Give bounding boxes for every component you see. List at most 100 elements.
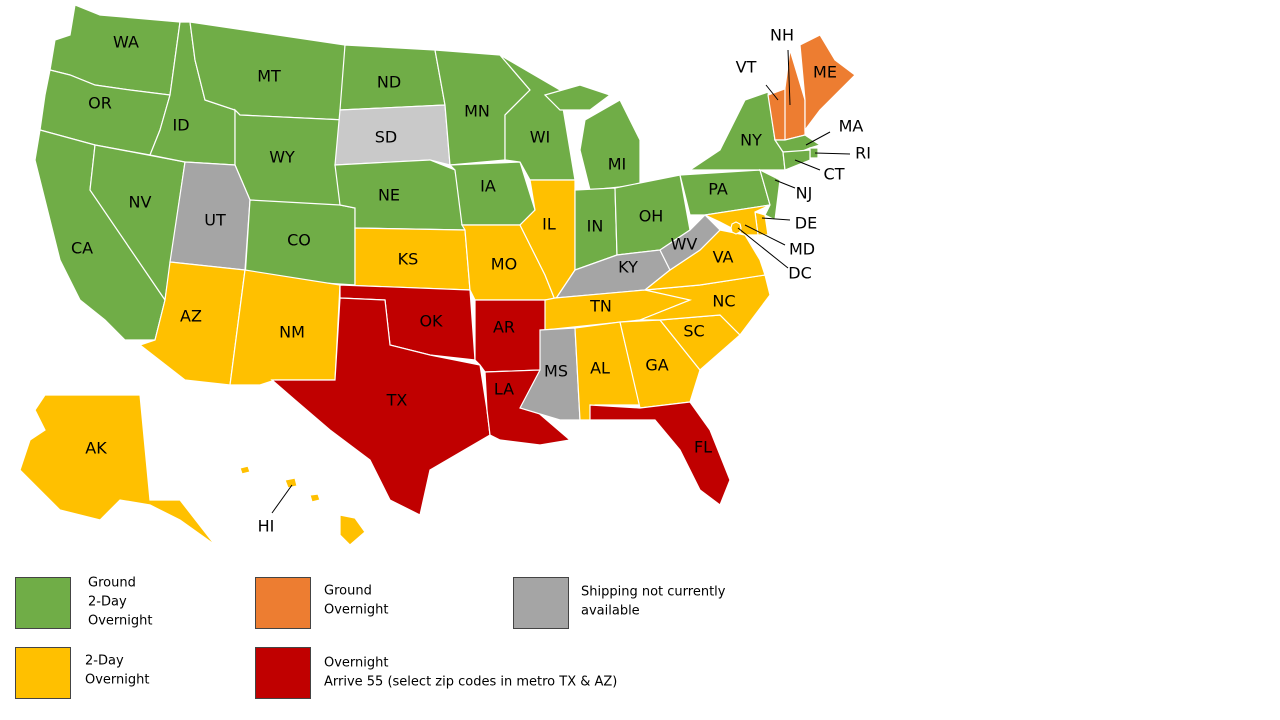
state: RI	[809, 144, 871, 163]
state-shape	[334, 104, 451, 166]
state-shape	[799, 34, 856, 132]
state-label: MS	[544, 362, 568, 381]
state-shape	[543, 84, 612, 111]
legend-text: Overnight	[324, 656, 388, 671]
leader-line	[765, 84, 779, 101]
leader-line	[761, 217, 791, 221]
state: PA	[679, 169, 771, 216]
state: HI	[239, 465, 366, 546]
state-label: AL	[590, 359, 610, 378]
state: WI	[499, 54, 576, 181]
state-label: WA	[113, 33, 139, 52]
leader-line	[774, 179, 796, 189]
state: DE	[754, 211, 817, 236]
state-label: NM	[279, 323, 305, 342]
leader-line	[787, 49, 791, 106]
state-label: CT	[824, 165, 845, 184]
state-label: CA	[71, 239, 93, 258]
state-shape	[579, 99, 641, 191]
legend-text: Overnight	[85, 673, 149, 688]
state-label: NH	[770, 26, 794, 45]
state-shape	[499, 54, 576, 181]
state-shape	[589, 401, 731, 506]
state-label: FL	[694, 438, 712, 457]
leader-line	[814, 152, 851, 155]
state: OH	[614, 174, 691, 256]
state-shape	[19, 394, 216, 546]
state-label: NY	[740, 131, 762, 150]
state: FL	[589, 401, 731, 506]
state-shape	[659, 214, 721, 271]
state-shape	[730, 221, 742, 235]
state: NJ	[759, 168, 813, 221]
state: UT	[169, 161, 251, 271]
state: MS	[519, 327, 581, 421]
state: NM	[229, 269, 341, 386]
state: MD	[702, 204, 815, 259]
state-label: WY	[269, 148, 295, 167]
state: IN	[574, 187, 618, 271]
state-shape	[270, 297, 491, 516]
state-label: NC	[712, 292, 735, 311]
state-label: UT	[204, 211, 226, 230]
leader-line	[744, 224, 786, 246]
state: AK	[19, 394, 216, 546]
state: NC	[639, 274, 771, 336]
state: CT	[782, 149, 845, 184]
legend-text: Overnight	[324, 603, 388, 618]
state: MI	[543, 84, 641, 191]
legend-text: 2-Day	[85, 654, 124, 669]
state-label: RI	[855, 144, 871, 163]
state: MA	[773, 117, 863, 153]
state: NE	[334, 159, 466, 231]
legend-text: Ground	[324, 584, 372, 599]
leader-line	[805, 131, 831, 146]
state-shape	[782, 149, 811, 171]
state-label: KS	[398, 250, 419, 269]
legend-swatch	[255, 647, 311, 699]
state-label: NV	[129, 193, 152, 212]
state-label: WI	[530, 128, 551, 147]
legend-swatch	[255, 577, 311, 629]
state-label: AZ	[180, 307, 202, 326]
state-label: ME	[813, 63, 837, 82]
legend-text: Overnight	[88, 614, 152, 629]
state: DC	[730, 221, 812, 283]
state-label: SC	[683, 322, 704, 341]
state-shape	[309, 493, 321, 503]
state-label: NJ	[796, 184, 813, 203]
legend-text: 2-Day	[88, 595, 127, 610]
state-label: IA	[480, 177, 496, 196]
legend-text: Ground	[88, 576, 136, 591]
state-label: VA	[713, 248, 734, 267]
state: IA	[448, 161, 536, 226]
state-label: KY	[618, 258, 638, 277]
state-label: TX	[386, 391, 408, 410]
state: WY	[234, 108, 346, 211]
leader-line	[737, 227, 789, 269]
legend-swatch	[15, 577, 71, 629]
state: ME	[799, 34, 856, 132]
state: WV	[659, 214, 721, 271]
state-label: HI	[258, 517, 275, 536]
legend-swatch	[513, 577, 569, 629]
state-label: SD	[375, 128, 397, 147]
state-label: PA	[708, 180, 728, 199]
state-label: CO	[287, 231, 311, 250]
state-label: GA	[645, 356, 668, 375]
state-label: IN	[587, 217, 604, 236]
state-label: NE	[378, 186, 400, 205]
legend-text: Shipping not currently	[581, 585, 726, 600]
state-label: AR	[493, 318, 515, 337]
state-label: ID	[172, 116, 189, 135]
state-label: MD	[789, 240, 815, 259]
leader-line	[271, 484, 293, 514]
legend-text: Arrive 55 (select zip codes in metro TX …	[324, 675, 617, 690]
state-label: ND	[377, 73, 401, 92]
state-shape	[339, 514, 366, 546]
state-label: VT	[736, 58, 757, 77]
state: KS	[339, 227, 471, 291]
state: SD	[334, 104, 451, 166]
state-shape	[702, 204, 771, 236]
